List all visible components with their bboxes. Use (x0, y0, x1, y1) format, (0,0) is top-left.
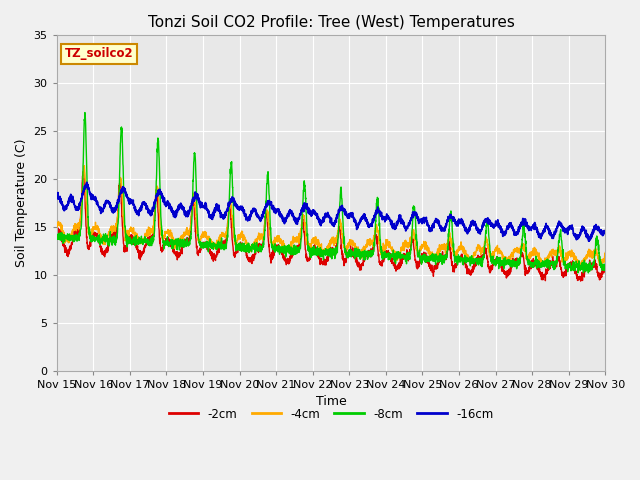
-2cm (532, 258, 540, 264)
Line: -4cm: -4cm (57, 166, 605, 271)
-8cm (532, 261, 540, 267)
Title: Tonzi Soil CO2 Profile: Tree (West) Temperatures: Tonzi Soil CO2 Profile: Tree (West) Temp… (148, 15, 515, 30)
-8cm (148, 240, 156, 246)
-4cm (81, 163, 88, 169)
-4cm (602, 250, 609, 255)
-8cm (116, 177, 124, 182)
-4cm (53, 219, 61, 225)
-16cm (532, 224, 540, 230)
-4cm (532, 251, 540, 257)
-8cm (287, 252, 295, 258)
-16cm (585, 238, 593, 244)
-4cm (287, 239, 295, 244)
Text: TZ_soilco2: TZ_soilco2 (65, 47, 134, 60)
-4cm (264, 209, 271, 215)
-4cm (575, 268, 583, 274)
-16cm (264, 202, 271, 207)
-16cm (53, 193, 61, 199)
-8cm (264, 172, 271, 178)
-4cm (116, 183, 124, 189)
-2cm (79, 168, 87, 174)
-8cm (574, 270, 582, 276)
Y-axis label: Soil Temperature (C): Soil Temperature (C) (15, 139, 28, 267)
-4cm (591, 253, 599, 259)
-2cm (116, 181, 124, 187)
-2cm (602, 264, 609, 270)
X-axis label: Time: Time (316, 396, 346, 408)
Line: -2cm: -2cm (57, 171, 605, 281)
-8cm (602, 265, 609, 271)
Legend: -2cm, -4cm, -8cm, -16cm: -2cm, -4cm, -8cm, -16cm (164, 403, 498, 425)
-16cm (287, 209, 295, 215)
-2cm (53, 226, 61, 231)
-16cm (591, 225, 599, 231)
-16cm (116, 194, 124, 200)
-16cm (602, 228, 609, 234)
-4cm (148, 226, 156, 232)
-16cm (83, 180, 90, 185)
-2cm (591, 259, 599, 264)
-2cm (287, 251, 295, 257)
Line: -16cm: -16cm (57, 182, 605, 241)
-16cm (148, 208, 156, 214)
Line: -8cm: -8cm (57, 113, 605, 273)
-2cm (577, 278, 584, 284)
-8cm (53, 236, 61, 242)
-8cm (81, 110, 89, 116)
-2cm (264, 220, 271, 226)
-2cm (148, 232, 156, 238)
-8cm (591, 250, 599, 255)
